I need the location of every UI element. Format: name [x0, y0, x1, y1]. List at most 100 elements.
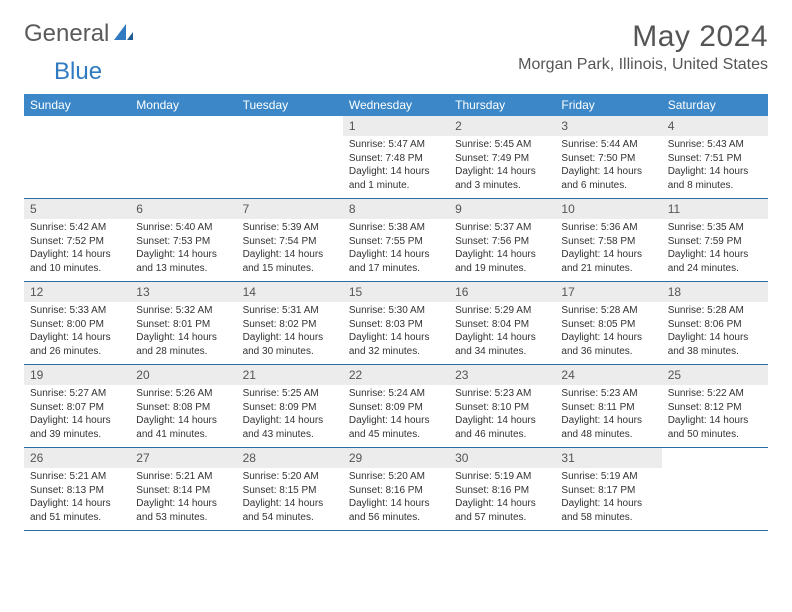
sunrise-value: 5:24 AM: [388, 388, 425, 399]
daylight-label: Daylight:: [243, 415, 285, 426]
daylight: Daylight: 14 hours and 53 minutes.: [136, 497, 230, 524]
sunset-value: 8:07 PM: [67, 402, 104, 413]
day-number: 17: [561, 285, 574, 299]
day-data-cell: Sunrise: 5:38 AMSunset: 7:55 PMDaylight:…: [343, 219, 449, 281]
sunrise-value: 5:29 AM: [495, 305, 532, 316]
sunset-label: Sunset:: [561, 153, 598, 164]
sunrise: Sunrise: 5:43 AM: [668, 138, 762, 152]
sunset-label: Sunset:: [455, 153, 492, 164]
title-block: May 2024 Morgan Park, Illinois, United S…: [518, 20, 768, 74]
day-number: 25: [668, 368, 681, 382]
sunset-label: Sunset:: [455, 319, 492, 330]
day-number-cell: [662, 448, 768, 468]
day-data-cell: Sunrise: 5:37 AMSunset: 7:56 PMDaylight:…: [449, 219, 555, 281]
day-data-cell: [130, 136, 236, 198]
daylight-label: Daylight:: [561, 166, 603, 177]
sunrise-value: 5:43 AM: [707, 139, 744, 150]
month-title: May 2024: [518, 20, 768, 54]
sunrise-label: Sunrise:: [30, 222, 69, 233]
sunrise: Sunrise: 5:28 AM: [668, 304, 762, 318]
sunset-label: Sunset:: [243, 236, 280, 247]
sunrise-label: Sunrise:: [243, 222, 282, 233]
day-data-cell: Sunrise: 5:29 AMSunset: 8:04 PMDaylight:…: [449, 302, 555, 364]
day-number-cell: 12: [24, 282, 130, 302]
sunset-label: Sunset:: [668, 319, 705, 330]
sunset: Sunset: 8:05 PM: [561, 318, 655, 332]
sunset: Sunset: 7:53 PM: [136, 235, 230, 249]
sunrise: Sunrise: 5:40 AM: [136, 221, 230, 235]
sunset-label: Sunset:: [668, 402, 705, 413]
day-number: 30: [455, 451, 468, 465]
sunset: Sunset: 7:51 PM: [668, 152, 762, 166]
sunset: Sunset: 7:49 PM: [455, 152, 549, 166]
daylight-label: Daylight:: [136, 415, 178, 426]
day-number-cell: 5: [24, 199, 130, 219]
sunset-value: 8:10 PM: [492, 402, 529, 413]
sunrise-value: 5:42 AM: [69, 222, 106, 233]
day-number: 10: [561, 202, 574, 216]
dow-sunday: Sunday: [24, 94, 130, 116]
day-number-cell: 16: [449, 282, 555, 302]
sunset-value: 8:09 PM: [279, 402, 316, 413]
sunrise-value: 5:39 AM: [282, 222, 319, 233]
separator-line: [24, 530, 768, 531]
sunrise: Sunrise: 5:36 AM: [561, 221, 655, 235]
day-number-cell: 10: [555, 199, 661, 219]
sunset-value: 8:16 PM: [492, 485, 529, 496]
sunrise-value: 5:37 AM: [495, 222, 532, 233]
sunrise: Sunrise: 5:44 AM: [561, 138, 655, 152]
sunrise-label: Sunrise:: [349, 222, 388, 233]
daylight: Daylight: 14 hours and 45 minutes.: [349, 414, 443, 441]
sunset-label: Sunset:: [136, 236, 173, 247]
day-number: 12: [30, 285, 43, 299]
daylight-label: Daylight:: [455, 415, 497, 426]
daylight: Daylight: 14 hours and 48 minutes.: [561, 414, 655, 441]
day-number-cell: 6: [130, 199, 236, 219]
day-number: 4: [668, 119, 675, 133]
day-number: 7: [243, 202, 250, 216]
day-data-cell: Sunrise: 5:26 AMSunset: 8:08 PMDaylight:…: [130, 385, 236, 447]
day-number: 6: [136, 202, 143, 216]
daylight: Daylight: 14 hours and 43 minutes.: [243, 414, 337, 441]
sunrise-value: 5:21 AM: [176, 471, 213, 482]
day-number: 14: [243, 285, 256, 299]
sunrise: Sunrise: 5:37 AM: [455, 221, 549, 235]
day-number: 16: [455, 285, 468, 299]
sunset-label: Sunset:: [30, 485, 67, 496]
day-number: 2: [455, 119, 462, 133]
day-number: 11: [668, 202, 680, 216]
day-data-cell: Sunrise: 5:23 AMSunset: 8:10 PMDaylight:…: [449, 385, 555, 447]
sunset-label: Sunset:: [243, 402, 280, 413]
sunrise-value: 5:23 AM: [495, 388, 532, 399]
calendar-page: General May 2024 Morgan Park, Illinois, …: [0, 0, 792, 551]
sunrise: Sunrise: 5:39 AM: [243, 221, 337, 235]
daylight-label: Daylight:: [668, 332, 710, 343]
sunrise-label: Sunrise:: [136, 305, 175, 316]
brand-logo: General: [24, 20, 137, 48]
sunset: Sunset: 8:04 PM: [455, 318, 549, 332]
daylight: Daylight: 14 hours and 30 minutes.: [243, 331, 337, 358]
day-number-cell: 30: [449, 448, 555, 468]
sunset-value: 7:58 PM: [598, 236, 635, 247]
sunset-label: Sunset:: [349, 319, 386, 330]
sunset-value: 8:16 PM: [386, 485, 423, 496]
day-number-cell: 31: [555, 448, 661, 468]
week-separator-cell: [24, 530, 768, 531]
daylight: Daylight: 14 hours and 46 minutes.: [455, 414, 549, 441]
logo-sail-icon: [113, 22, 135, 47]
daylight-label: Daylight:: [349, 415, 391, 426]
sunrise-value: 5:30 AM: [388, 305, 425, 316]
dow-row: Sunday Monday Tuesday Wednesday Thursday…: [24, 94, 768, 116]
sunset-label: Sunset:: [561, 402, 598, 413]
sunset-label: Sunset:: [455, 485, 492, 496]
sunset: Sunset: 8:13 PM: [30, 484, 124, 498]
sunset: Sunset: 8:08 PM: [136, 401, 230, 415]
sunrise-value: 5:45 AM: [495, 139, 532, 150]
day-number-cell: 15: [343, 282, 449, 302]
sunrise-value: 5:33 AM: [69, 305, 106, 316]
sunset: Sunset: 7:55 PM: [349, 235, 443, 249]
sunrise: Sunrise: 5:30 AM: [349, 304, 443, 318]
day-data-cell: Sunrise: 5:22 AMSunset: 8:12 PMDaylight:…: [662, 385, 768, 447]
daylight: Daylight: 14 hours and 15 minutes.: [243, 248, 337, 275]
sunset-label: Sunset:: [243, 485, 280, 496]
